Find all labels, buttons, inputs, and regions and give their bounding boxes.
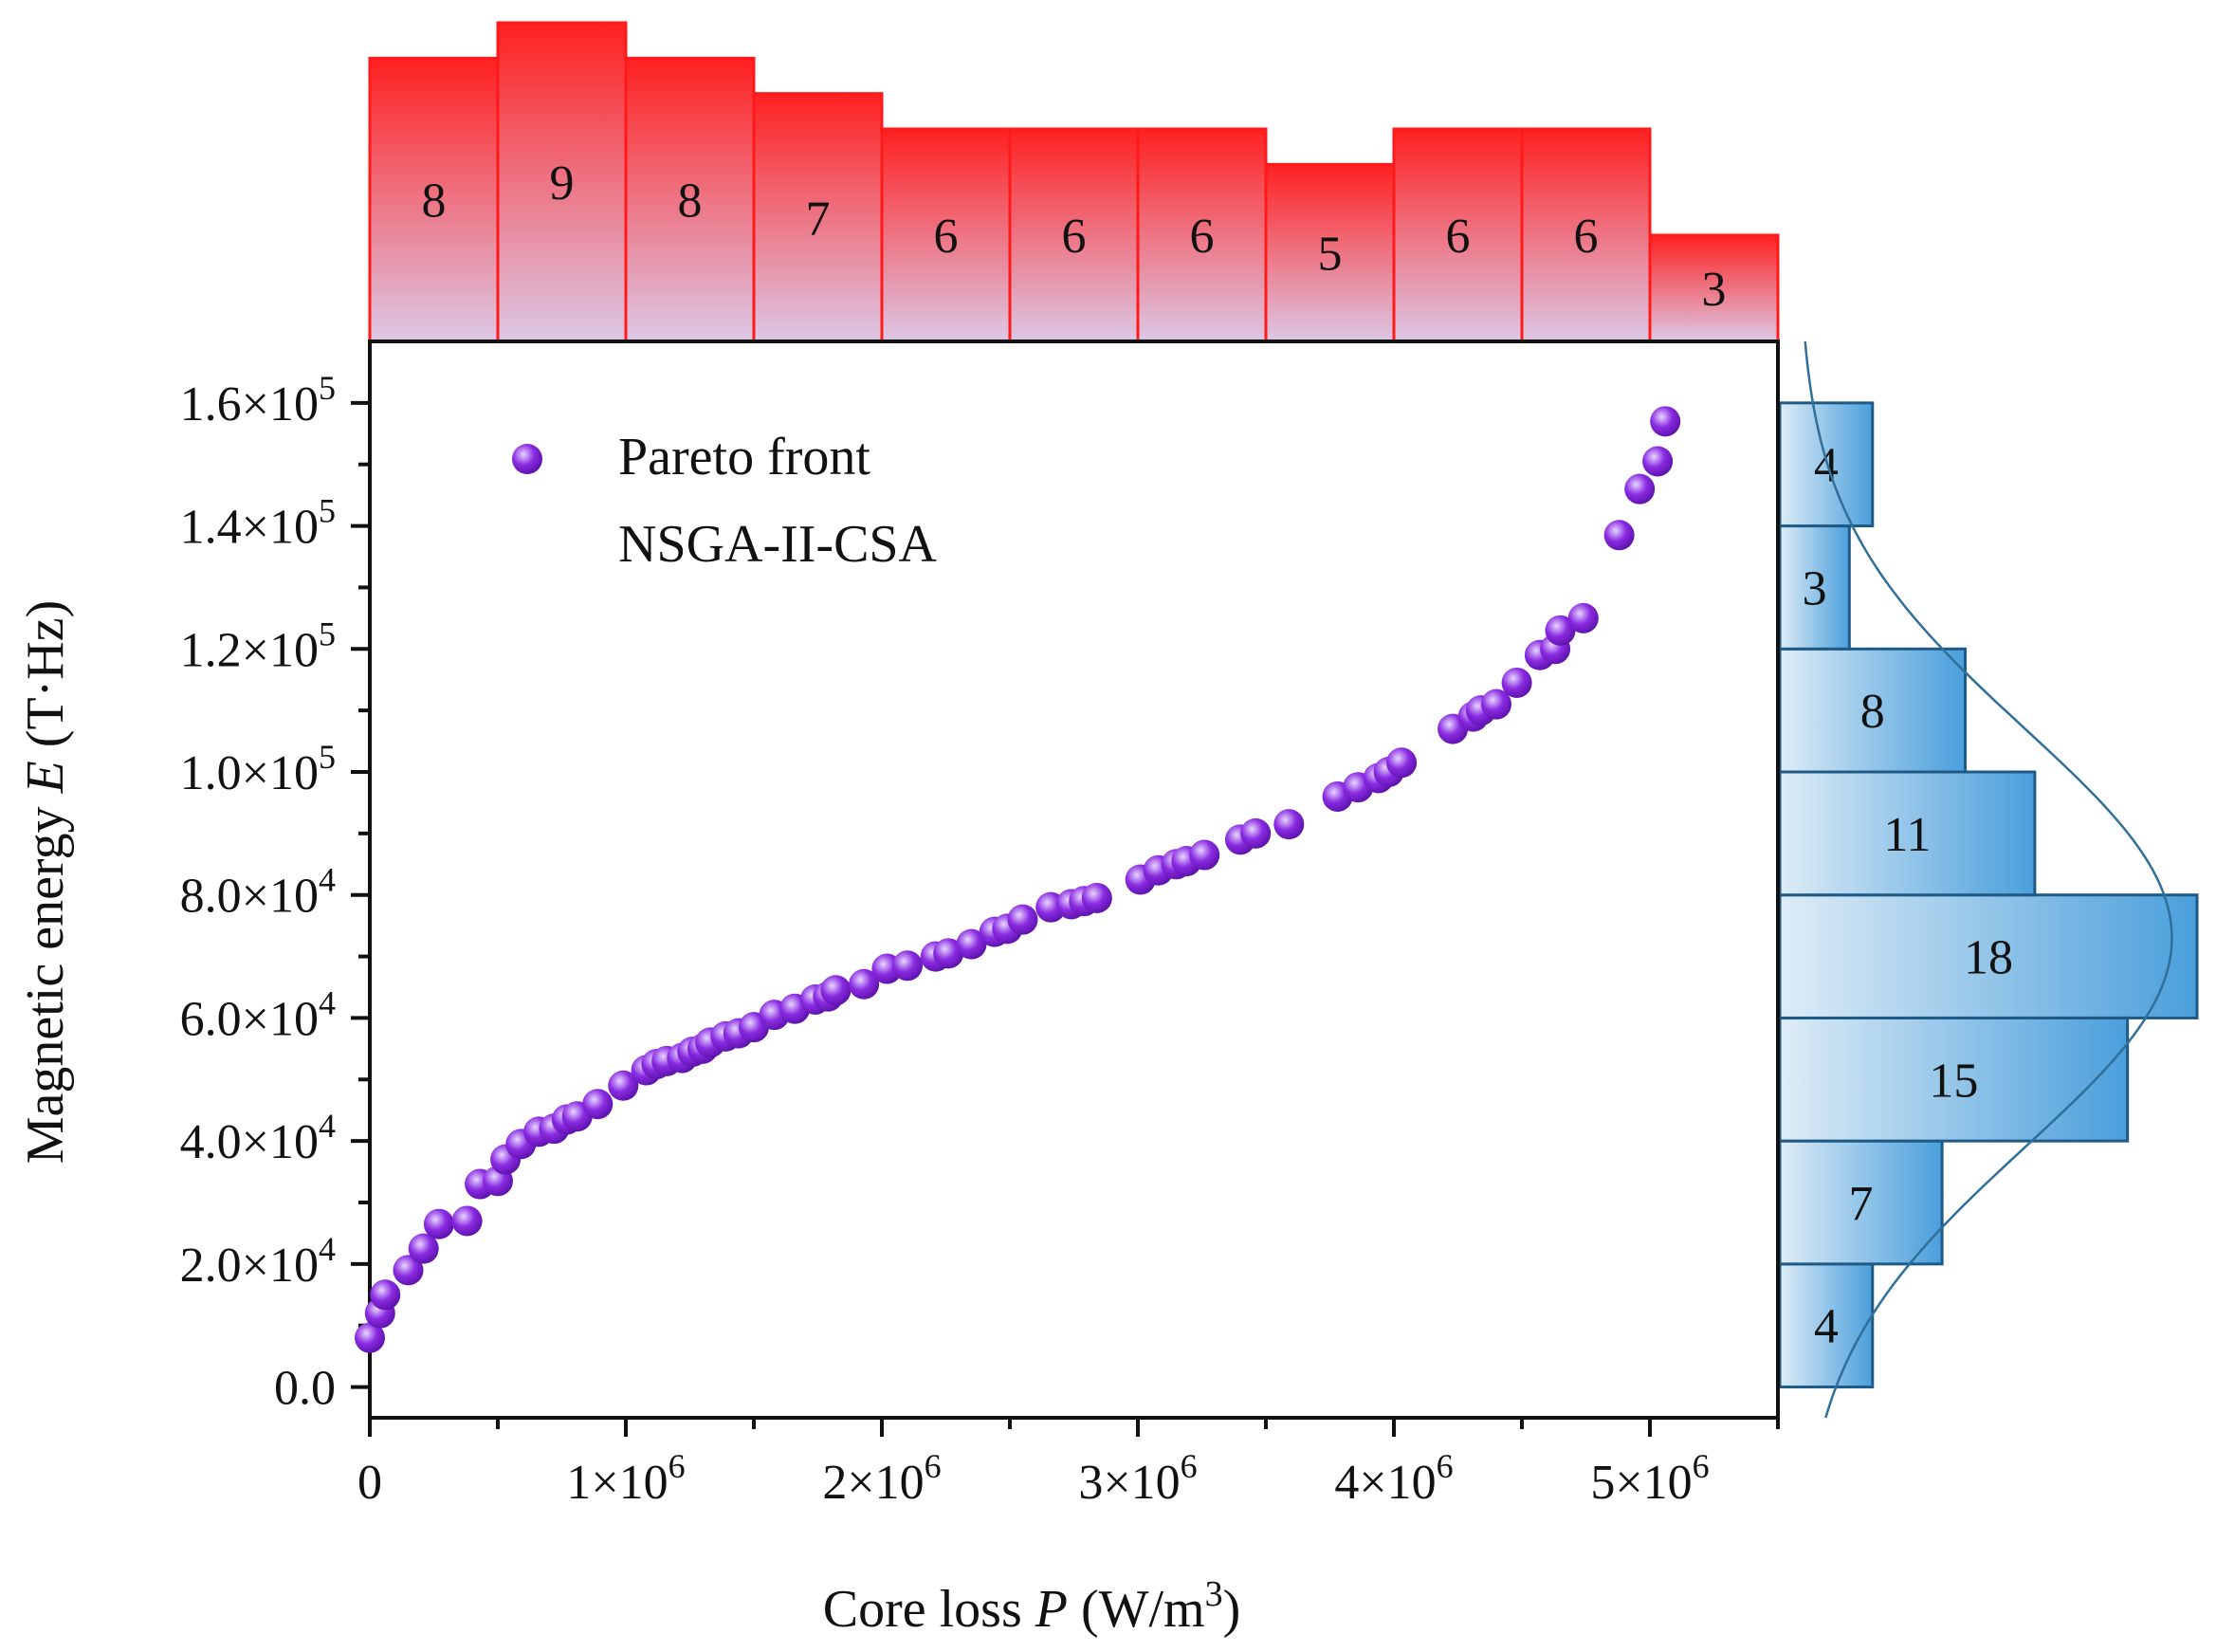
legend: Pareto front NSGA-II-CSA [512,428,938,574]
x-tick-label: 2×106 [822,1447,941,1510]
y-tick-label: 2.0×104 [180,1230,336,1293]
right-hist-count-label: 18 [1964,931,2013,985]
top-hist-count-label: 6 [1190,210,1215,264]
data-point [1081,882,1112,913]
right-hist-count-label: 8 [1860,685,1885,739]
right-hist-bar [1778,893,2199,1019]
top-hist-count-label: 7 [806,192,831,246]
x-tick-label: 5×106 [1590,1447,1709,1510]
x-tick-label: 3×106 [1078,1447,1197,1510]
x-axis-label: Core loss P (W/m3) [823,1574,1241,1639]
data-point [1545,615,1576,646]
top-hist-bar [1520,127,1652,343]
data-point [393,1255,424,1286]
x-axis-ticks: 0 1×106 2×106 3×106 4×106 5×106 [357,1418,1780,1510]
y-tick-label: 1.6×105 [180,369,336,431]
y-tick-label: 4.0×104 [180,1107,336,1169]
scatter-points [355,406,1681,1353]
y-tick-label: 1.4×105 [180,492,336,555]
data-point [582,1089,614,1120]
top-hist-count-label: 5 [1318,228,1343,282]
data-point [408,1233,439,1264]
top-hist-count-label: 8 [422,174,447,229]
top-hist-bar [1648,233,1780,343]
top-hist-count-label: 6 [1062,210,1087,264]
y-tick-label: 1.0×105 [180,738,336,800]
data-point [370,1279,401,1311]
data-point [608,1070,639,1101]
right-hist-bar [1778,401,1875,528]
plot-frame [368,340,1780,1420]
data-point [933,938,964,969]
data-point [1240,817,1272,849]
top-hist-bar [496,21,628,343]
right-hist-count-label: 15 [1929,1054,1978,1108]
right-hist-count-label: 4 [1814,1300,1839,1354]
right-hist-count-label: 7 [1849,1177,1874,1231]
data-point [451,1205,483,1237]
top-hist-bar [624,56,756,343]
data-point [1007,904,1038,935]
main-plot-area: 0 1×106 2×106 3×106 4×106 5×106 0.0 2.0×104 4.0… [180,340,1780,1510]
right-hist-bar [1778,1139,1944,1266]
x-tick-label: 0 [357,1456,382,1510]
right-hist-count-label: 3 [1803,561,1827,615]
top-hist-count-label: 6 [1574,210,1599,264]
data-point [355,1322,385,1353]
top-hist-count-label: 8 [678,174,703,229]
top-hist-bar [1008,127,1140,343]
data-point [1567,602,1599,633]
data-point [1189,839,1220,871]
legend-label-line1: Pareto front [618,428,870,486]
right-hist-density-curve [1804,340,2173,1419]
data-point [849,968,880,1000]
y-tick-label: 8.0×104 [180,861,336,924]
y-tick-label: 1.2×105 [180,615,336,677]
data-point [1386,747,1418,779]
data-point [1481,688,1511,720]
top-hist-count-label: 6 [1446,210,1471,264]
data-point [1624,473,1656,505]
data-point [820,975,852,1006]
top-hist-count-label: 3 [1702,263,1727,317]
y-axis-ticks: 0.0 2.0×104 4.0×104 6.0×104 8.0×104 1.0×105 1.… [180,369,370,1416]
data-point [1650,406,1681,437]
data-point [1273,809,1305,840]
data-point [1642,446,1674,477]
top-hist-bar [1264,162,1396,343]
data-point [1603,520,1635,551]
top-hist-count-label: 6 [934,210,959,264]
y-tick-label: 0.0 [274,1362,336,1416]
top-hist-count-label: 9 [550,156,575,211]
right-hist-count-label: 11 [1883,808,1931,862]
x-tick-label: 4×106 [1334,1447,1453,1510]
data-point [423,1208,454,1239]
legend-marker [512,444,542,474]
top-histogram: 8 9 8 7 6 6 6 5 6 6 3 [368,21,1780,343]
legend-label-line2: NSGA-II-CSA [618,515,938,574]
right-hist-bar [1778,1262,1875,1389]
data-point [1501,667,1532,698]
data-point [956,928,987,960]
top-hist-bar [368,56,500,343]
data-point [892,950,923,982]
x-tick-label: 1×106 [566,1447,685,1510]
y-axis-label: Magnetic energy E (T·Hz) [16,600,75,1165]
y-tick-label: 6.0×104 [180,983,336,1046]
